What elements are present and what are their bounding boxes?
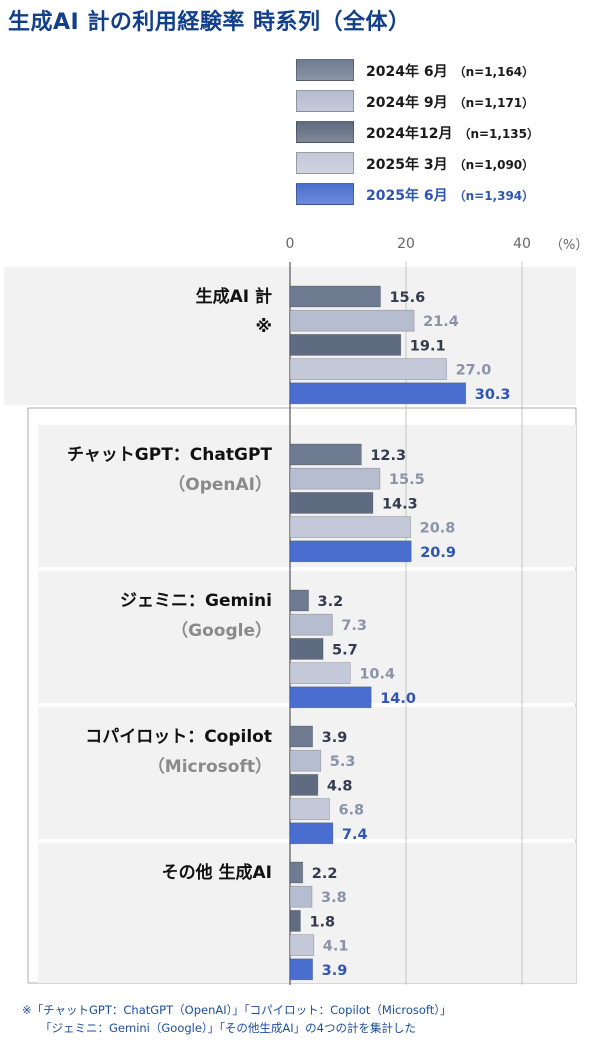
x-tick-label: 20 bbox=[397, 236, 415, 252]
legend-n: （n=1,171） bbox=[453, 96, 535, 110]
group-sublabel: ※ bbox=[255, 317, 272, 337]
bar-value-label: 15.5 bbox=[389, 472, 425, 488]
group-label: コパイロット：Copilot bbox=[85, 727, 272, 747]
group-band bbox=[38, 425, 576, 567]
bar-value-label: 1.8 bbox=[309, 914, 335, 930]
chart-title: 生成AI 計の利用経験率 時系列（全体） bbox=[8, 10, 411, 35]
bar-value-label: 3.8 bbox=[321, 890, 347, 906]
detail-frame bbox=[27, 407, 577, 984]
bar bbox=[289, 958, 313, 981]
axis-unit-label: （%） bbox=[550, 238, 589, 253]
legend-label: 2024年 6月 bbox=[366, 64, 448, 80]
group-sublabel: （Microsoft） bbox=[148, 756, 272, 777]
group-label: ジェミニ：Gemini bbox=[120, 591, 272, 611]
legend-label: 2025年 6月 bbox=[366, 188, 448, 204]
bar-value-label: 3.2 bbox=[318, 594, 344, 610]
group-band bbox=[38, 707, 576, 839]
bar bbox=[289, 638, 324, 660]
bar bbox=[289, 492, 374, 514]
group-band bbox=[38, 571, 576, 703]
bar bbox=[289, 613, 333, 636]
legend-label: 2024年 9月 bbox=[366, 95, 448, 111]
x-tick-label: 40 bbox=[513, 236, 531, 252]
bar bbox=[289, 861, 304, 884]
legend-swatch bbox=[296, 152, 354, 174]
bar-value-label: 6.8 bbox=[338, 803, 364, 819]
legend-item: 2025年 3月 （n=1,090） bbox=[296, 152, 596, 176]
group-band bbox=[38, 843, 576, 983]
legend-item: 2024年12月 （n=1,135） bbox=[296, 121, 596, 145]
bar bbox=[289, 309, 415, 332]
footnote-line-2: 「ジェミニ：Gemini（Google）」「その他生成AI」の4つの計を集計した bbox=[40, 1021, 416, 1035]
group-sublabel: （OpenAI） bbox=[168, 474, 272, 495]
bar-value-label: 15.6 bbox=[389, 290, 425, 306]
bar-value-label: 14.3 bbox=[382, 496, 418, 512]
x-tick-label: 0 bbox=[286, 236, 295, 252]
legend-item: 2025年 6月 （n=1,394） bbox=[296, 183, 596, 207]
bar-value-label: 30.3 bbox=[475, 387, 511, 403]
bar bbox=[289, 540, 412, 563]
bar bbox=[289, 910, 301, 932]
bar-value-label: 19.1 bbox=[410, 338, 446, 354]
bar bbox=[289, 589, 309, 612]
group-sublabel: （Google） bbox=[171, 620, 272, 641]
group-label: その他 生成AI bbox=[162, 862, 272, 883]
bar bbox=[289, 443, 362, 466]
bar bbox=[289, 725, 313, 748]
bar bbox=[289, 662, 351, 684]
bar bbox=[289, 885, 313, 908]
bar bbox=[289, 686, 372, 709]
footnote-line-1: ※「チャットGPT：ChatGPT（OpenAI）」「コパイロット：Copilo… bbox=[22, 1003, 452, 1017]
bar bbox=[289, 516, 411, 538]
legend-swatch bbox=[296, 59, 354, 81]
bar-value-label: 7.3 bbox=[341, 618, 367, 634]
legend-label: 2024年12月 bbox=[366, 126, 453, 142]
bar bbox=[289, 467, 381, 490]
group-label: 生成AI 計 bbox=[196, 286, 272, 307]
legend-n: （n=1,135） bbox=[458, 127, 540, 141]
group-band bbox=[4, 267, 576, 405]
bar-value-label: 27.0 bbox=[456, 363, 492, 379]
legend-n: （n=1,394） bbox=[453, 189, 535, 203]
bar-value-label: 14.0 bbox=[380, 691, 416, 707]
bar-value-label: 5.7 bbox=[332, 642, 358, 658]
bar bbox=[289, 358, 447, 380]
legend-item: 2024年 9月 （n=1,171） bbox=[296, 90, 596, 114]
bar bbox=[289, 285, 381, 308]
bar-value-label: 2.2 bbox=[312, 866, 338, 882]
bar bbox=[289, 334, 402, 356]
bar-value-label: 20.8 bbox=[420, 521, 456, 537]
bar bbox=[289, 822, 334, 845]
bar-value-label: 5.3 bbox=[330, 754, 356, 770]
bar-value-label: 21.4 bbox=[423, 314, 459, 330]
bar-value-label: 4.8 bbox=[327, 778, 353, 794]
legend-n: （n=1,090） bbox=[453, 158, 535, 172]
bar-value-label: 10.4 bbox=[359, 667, 395, 683]
bar-value-label: 20.9 bbox=[420, 545, 456, 561]
legend-item: 2024年 6月 （n=1,164） bbox=[296, 59, 596, 83]
bar-value-label: 7.4 bbox=[342, 827, 368, 843]
legend-label: 2025年 3月 bbox=[366, 157, 448, 173]
bar-value-label: 3.9 bbox=[322, 963, 348, 979]
bar-value-label: 12.3 bbox=[370, 448, 406, 464]
bar bbox=[289, 749, 322, 772]
bar bbox=[289, 798, 330, 820]
group-label: チャットGPT：ChatGPT bbox=[67, 445, 272, 465]
bar bbox=[289, 934, 315, 956]
legend-swatch bbox=[296, 121, 354, 143]
bar bbox=[289, 774, 319, 796]
bar-value-label: 4.1 bbox=[323, 939, 349, 955]
bar bbox=[289, 382, 467, 405]
legend-swatch bbox=[296, 183, 354, 205]
bar-value-label: 3.9 bbox=[322, 730, 348, 746]
legend-swatch bbox=[296, 90, 354, 112]
legend-n: （n=1,164） bbox=[453, 65, 535, 79]
